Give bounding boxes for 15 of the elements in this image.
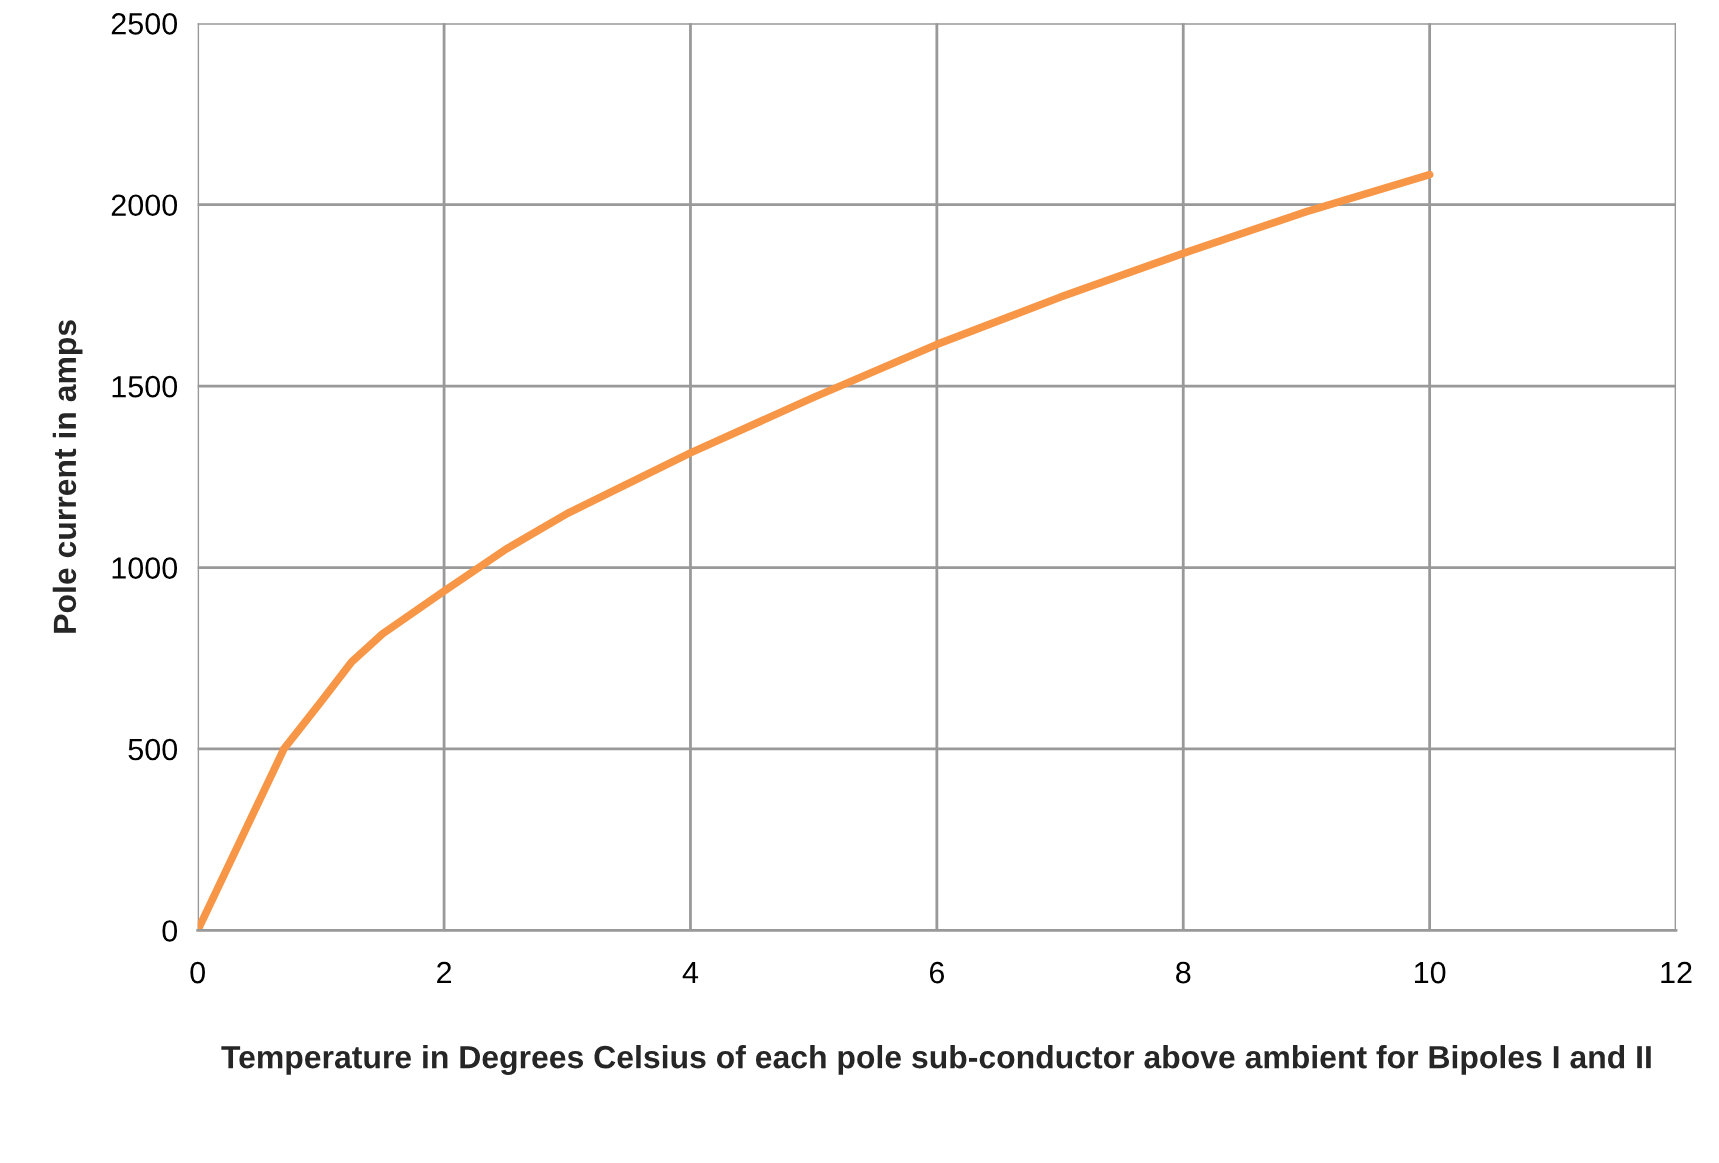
x-tick-label: 12 (1661, 961, 1692, 984)
y-tick-label: 1000 (112, 557, 178, 579)
x-tick-label: 2 (437, 961, 452, 984)
y-tick-label: 2000 (111, 194, 178, 217)
y-axis-title: Pole current in amps (52, 320, 83, 633)
x-tick-label: 8 (1176, 961, 1191, 984)
y-tick-label: 2500 (111, 13, 178, 35)
x-tick-label: 6 (929, 961, 945, 984)
y-tick-label: 0 (162, 920, 178, 942)
x-tick-label: 10 (1414, 961, 1446, 984)
y-tick-label: 1500 (112, 375, 178, 398)
x-tick-label: 0 (190, 961, 205, 984)
x-axis-title: Temperature in Degrees Celsius of each pole sub-conductor above ambient for Bipoles I and II (221, 1044, 1651, 1075)
y-tick-label: 500 (128, 738, 178, 761)
x-tick-label: 4 (682, 962, 699, 984)
